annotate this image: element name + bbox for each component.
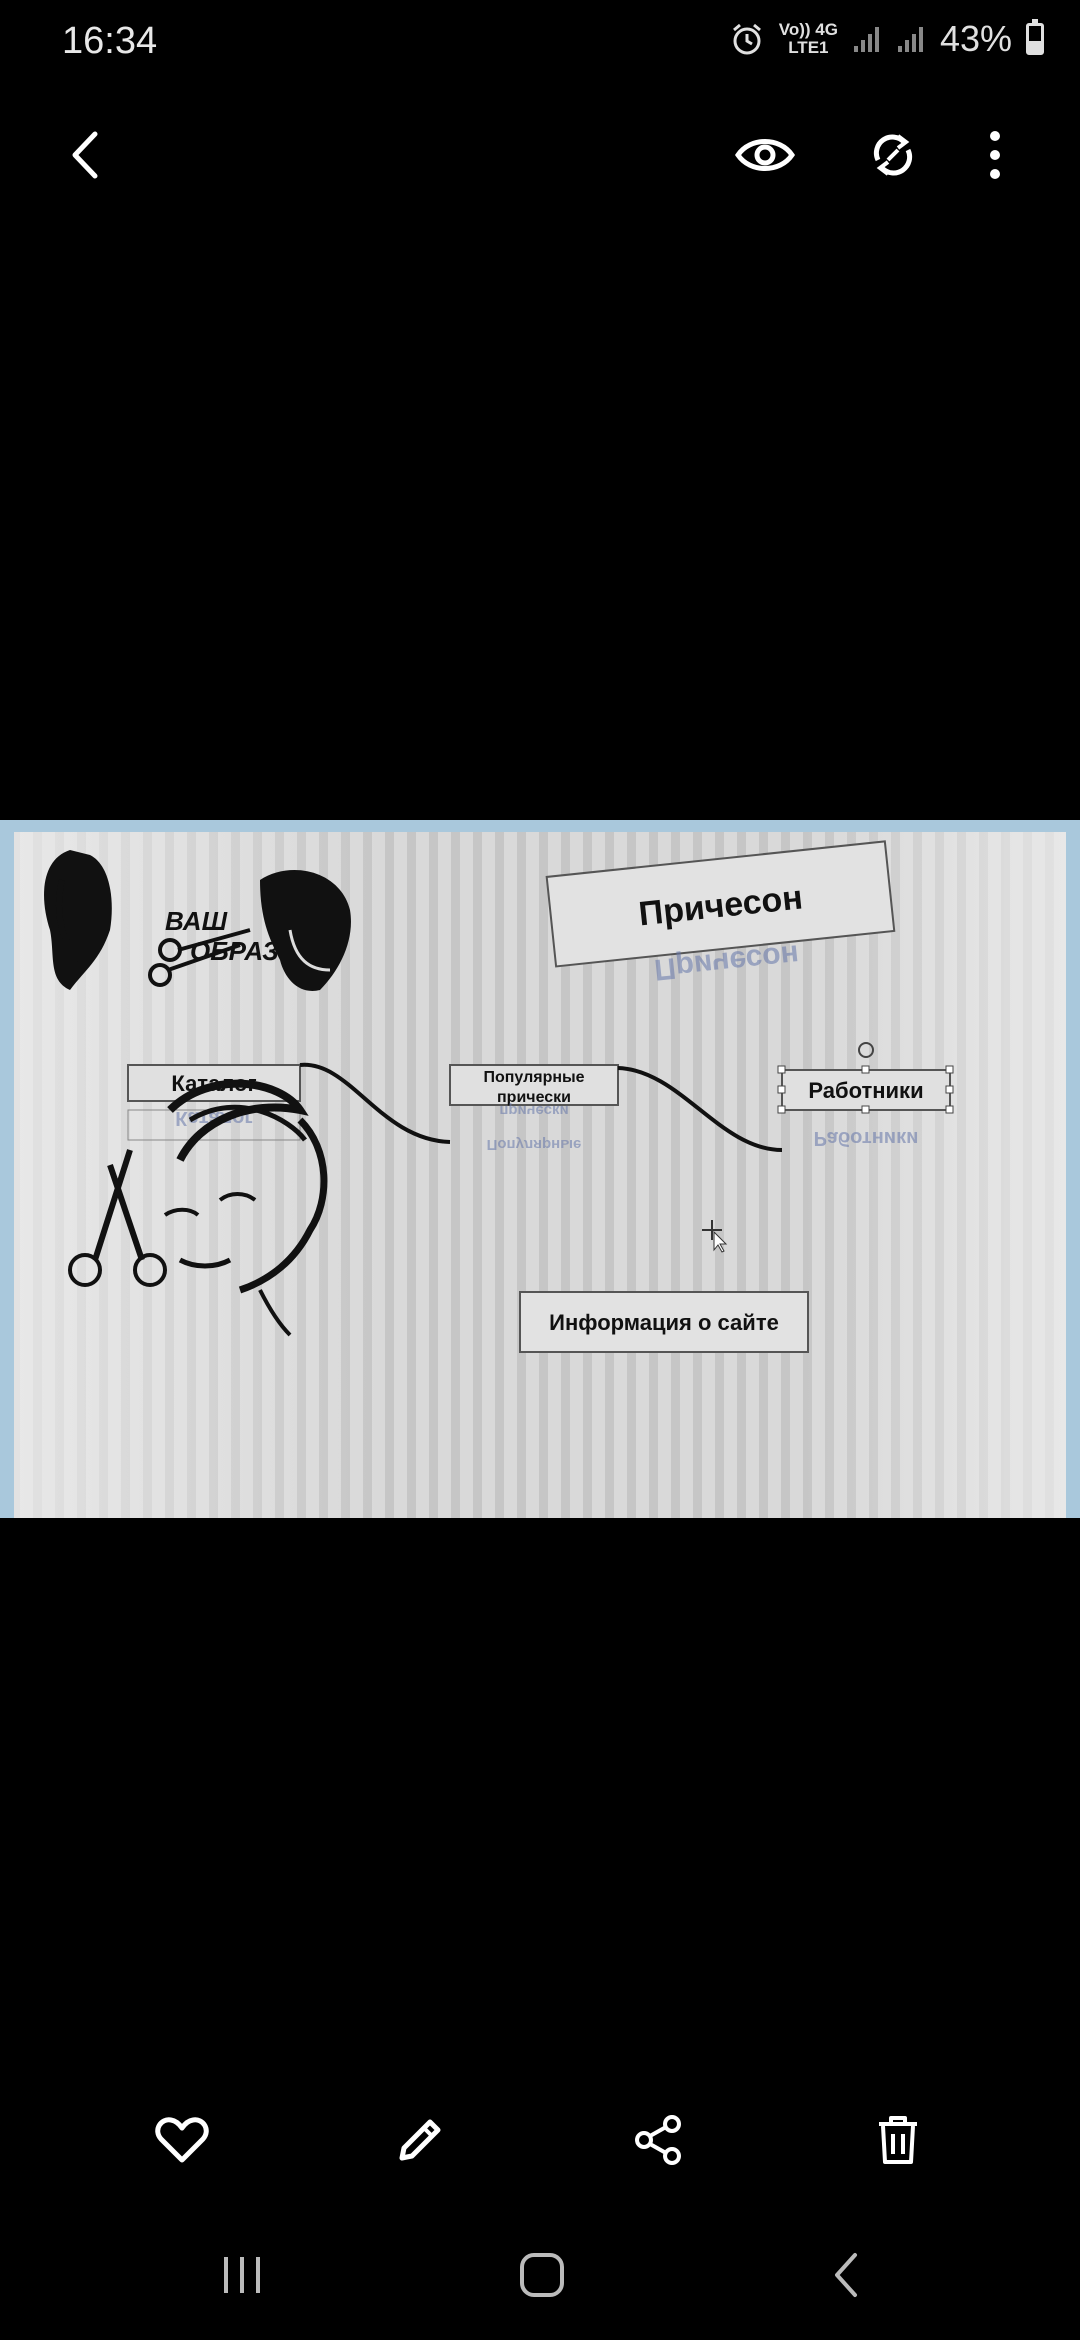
battery-fill [1029,40,1041,52]
nav-workers-reflection: Работники [814,1127,919,1149]
scissors-illustration-icon [68,1149,167,1287]
more-options-button[interactable] [960,120,1030,190]
heart-icon [155,2117,209,2163]
info-button-label: Информация о сайте [549,1310,779,1335]
view-button[interactable] [730,120,800,190]
logo-line2: ОБРАЗ [190,936,279,966]
back-button[interactable] [50,120,120,190]
salon-logo: ВАШ ОБРАЗ [44,850,351,991]
nav-popular-reflection-2: прически [499,1102,568,1119]
connector-line-2 [617,1066,783,1152]
eye-icon [735,139,795,171]
trash-icon [879,2116,917,2164]
system-navigation-bar [0,2225,1080,2325]
recent-apps-icon [224,2257,260,2293]
photo-actions-bar [0,2090,1080,2190]
home-icon [520,2253,564,2297]
logo-line1: ВАШ [165,906,228,936]
status-bar: 16:34 Vo)) 4G LTE1 43% [0,0,1080,90]
share-button[interactable] [618,2110,698,2170]
photo-image: ВАШ ОБРАЗ Причесон Причесон Каталог Ката… [0,820,1080,1518]
viewer-toolbar [0,110,1080,210]
network-type-top: Vo)) 4G [778,20,838,39]
photo-canvas: ВАШ ОБРАЗ Причесон Причесон Каталог Ката… [0,820,1080,1518]
signal-icon [853,27,879,52]
nav-popular-line1: Популярные [483,1069,584,1086]
rotate-button[interactable] [858,120,928,190]
back-chevron-icon [835,2253,857,2297]
signal-icon-2 [897,27,923,52]
home-button[interactable] [502,2245,582,2305]
rotate-handle-icon[interactable] [858,1042,874,1058]
pencil-icon [399,2119,441,2161]
recent-apps-button[interactable] [202,2245,282,2305]
scissors-icon [148,928,251,987]
woman-illustration [68,1079,328,1337]
network-indicator: Vo)) 4G LTE1 [779,21,838,57]
nav-back-button[interactable] [806,2245,886,2305]
arrow-left-icon [72,131,98,179]
nav-workers-label: Работники [808,1078,923,1103]
title-box: Причесон Причесон [545,840,896,986]
nav-popular-line2: прически [497,1089,571,1106]
connector-line-1 [299,1062,451,1144]
nav-popular-reflection: Популярные [487,1136,582,1153]
network-type-bottom: LTE1 [788,38,829,57]
nav-popular[interactable]: Популярные прически прически Популярные [449,1064,619,1153]
nav-workers[interactable]: Работники Работники [777,1042,954,1149]
mouse-cursor-icon [702,1220,728,1253]
edit-button[interactable] [380,2110,460,2170]
info-button[interactable]: Информация о сайте [519,1291,809,1353]
alarm-icon [732,23,761,55]
status-time: 16:34 [62,20,158,62]
delete-button[interactable] [858,2110,938,2170]
battery-percent: 43% [939,18,1012,59]
status-icons: Vo)) 4G LTE1 43% [729,18,1044,60]
battery-icon [1026,19,1044,55]
share-icon [635,2115,681,2165]
more-vertical-icon [990,131,1000,179]
favorite-button[interactable] [142,2110,222,2170]
rotate-icon [873,134,913,176]
